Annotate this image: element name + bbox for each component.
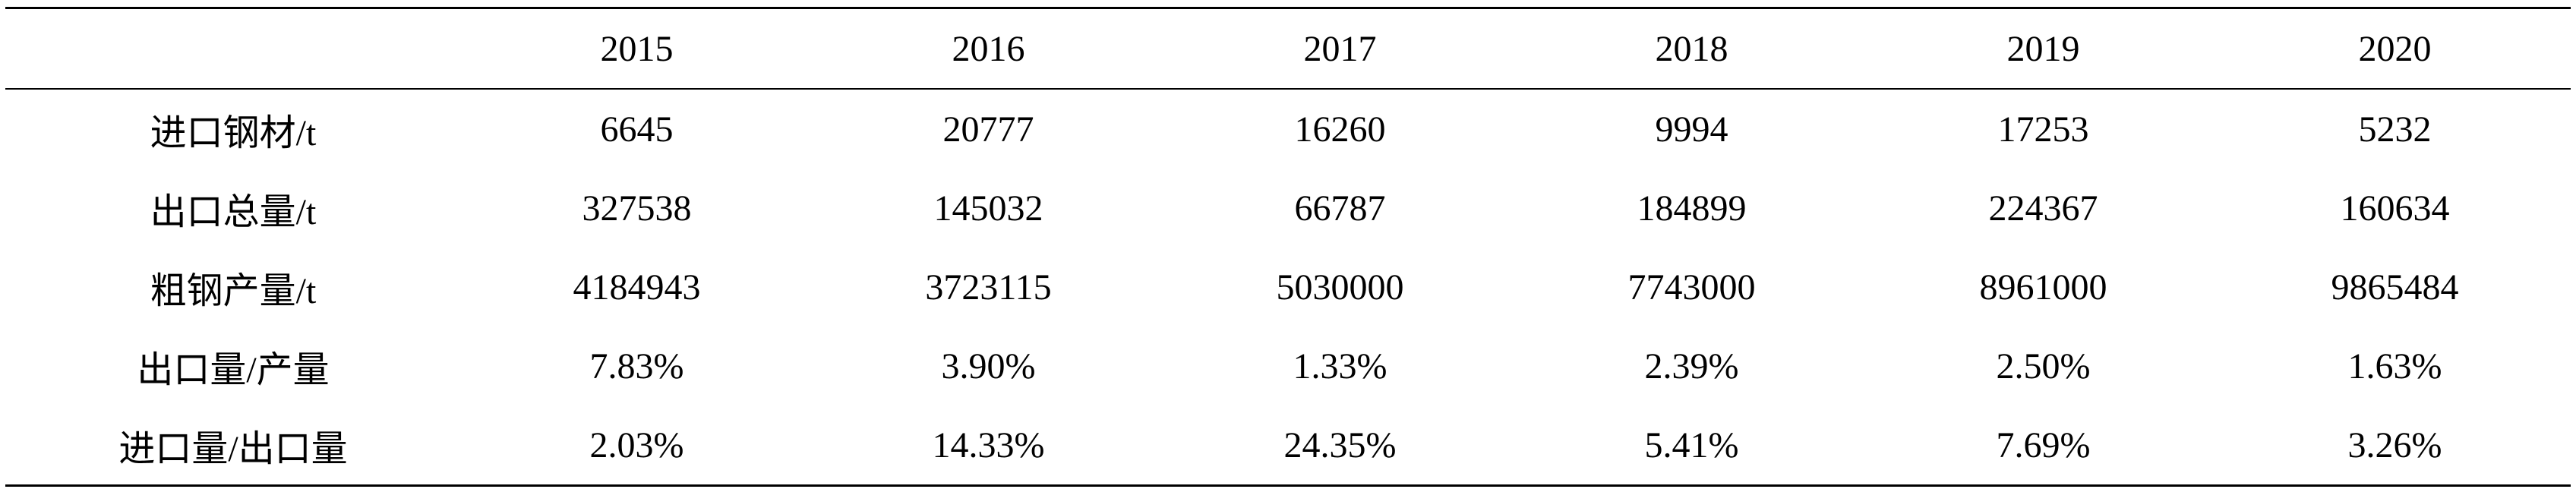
table-cell: 5232 bbox=[2358, 109, 2432, 150]
table-cell: 4184943 bbox=[573, 267, 701, 308]
table-cell: 1.63% bbox=[2347, 345, 2442, 386]
table-cell: 160634 bbox=[2340, 188, 2450, 229]
table-cell: 5030000 bbox=[1276, 267, 1404, 308]
table-cell: 7.83% bbox=[589, 345, 684, 386]
table-row: 进口量/出口量 2.03% 14.33% 24.35% 5.41% 7.69% 3.26% bbox=[5, 405, 2571, 486]
table-cell: 184899 bbox=[1637, 188, 1747, 229]
table-cell: 327538 bbox=[582, 188, 692, 229]
table-row: 出口量/产量 7.83% 3.90% 1.33% 2.39% 2.50% 1.63% bbox=[5, 327, 2571, 405]
row-label: 出口量/产量 bbox=[137, 350, 330, 390]
table-cell: 17253 bbox=[1997, 109, 2089, 150]
table-body: 进口钢材/t 6645 20777 16260 9994 17253 5232 出口总量/t 3… bbox=[5, 89, 2571, 486]
header-cell: 2020 bbox=[2358, 28, 2432, 69]
table-cell: 14.33% bbox=[932, 424, 1045, 465]
table-row: 粗钢产量/t 4184943 3723115 5030000 7743000 896100… bbox=[5, 248, 2571, 327]
header-cell: 2016 bbox=[952, 28, 1025, 69]
table-cell: 24.35% bbox=[1283, 424, 1397, 465]
table-cell: 66787 bbox=[1294, 188, 1386, 229]
corner-cell bbox=[5, 8, 461, 90]
table-row: 进口钢材/t 6645 20777 16260 9994 17253 5232 bbox=[5, 89, 2571, 169]
table-cell: 6645 bbox=[600, 109, 674, 150]
table-cell: 3.26% bbox=[2347, 424, 2442, 465]
table-cell: 20777 bbox=[942, 109, 1034, 150]
header-cell: 2019 bbox=[2006, 28, 2080, 69]
table-cell: 7.69% bbox=[1996, 424, 2091, 465]
table-cell: 8961000 bbox=[1979, 267, 2107, 308]
table-row: 出口总量/t 327538 145032 66787 184899 224367 16063… bbox=[5, 169, 2571, 248]
table-cell: 224367 bbox=[1988, 188, 2098, 229]
table-cell: 9865484 bbox=[2331, 267, 2459, 308]
table-cell: 16260 bbox=[1294, 109, 1386, 150]
row-label: 粗钢产量/t bbox=[150, 271, 317, 311]
row-label: 进口钢材/t bbox=[150, 113, 317, 153]
table-cell: 3723115 bbox=[925, 267, 1052, 308]
table-cell: 3.90% bbox=[941, 345, 1036, 386]
header-cell: 2015 bbox=[600, 28, 674, 69]
header-cell: 2017 bbox=[1303, 28, 1377, 69]
table-cell: 9994 bbox=[1655, 109, 1728, 150]
table-cell: 2.50% bbox=[1996, 345, 2091, 386]
table-cell: 5.41% bbox=[1644, 424, 1739, 465]
header-row: 2015 2016 2017 2018 2019 2020 bbox=[5, 8, 2571, 90]
header-cell: 2018 bbox=[1655, 28, 1728, 69]
row-label: 进口量/出口量 bbox=[118, 429, 348, 469]
table-cell: 7743000 bbox=[1627, 267, 1756, 308]
table-cell: 2.39% bbox=[1644, 345, 1739, 386]
table-cell: 145032 bbox=[933, 188, 1043, 229]
row-label: 出口总量/t bbox=[150, 192, 317, 232]
table-header: 2015 2016 2017 2018 2019 2020 bbox=[5, 8, 2571, 90]
data-table: 2015 2016 2017 2018 2019 2020 进口钢材/t 6645 20777… bbox=[5, 7, 2571, 487]
table-cell: 2.03% bbox=[589, 424, 684, 465]
table-cell: 1.33% bbox=[1293, 345, 1387, 386]
